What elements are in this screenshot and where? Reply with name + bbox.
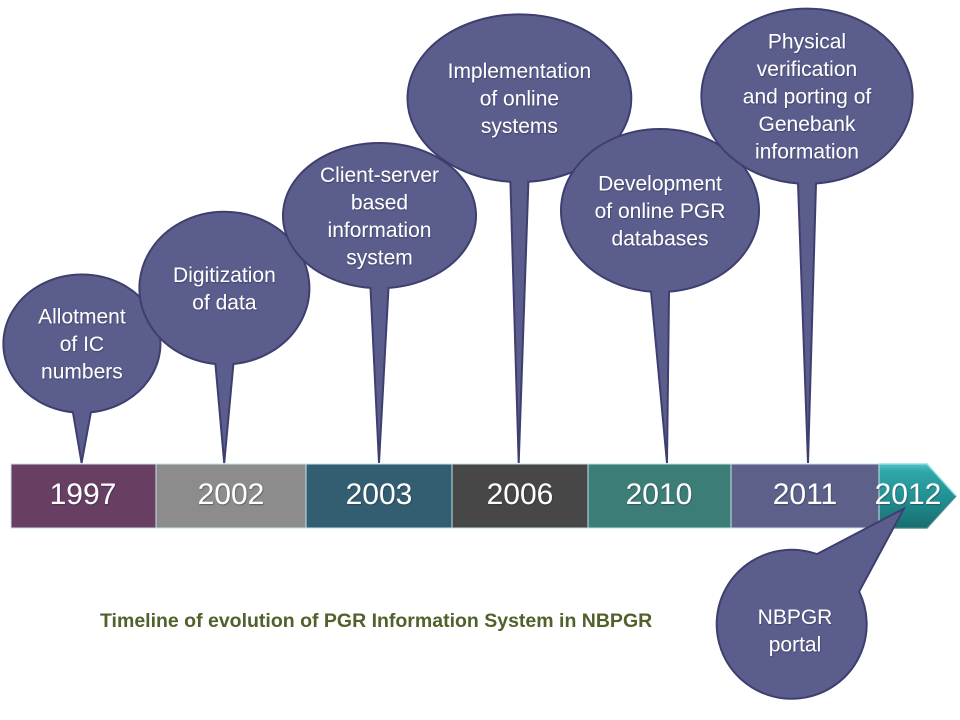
svg-text:Timeline of evolution of PGR: Timeline of evolution of PGR Information… [100,610,652,632]
svg-text:2010: 2010 [626,478,693,511]
svg-text:1997: 1997 [50,478,117,511]
svg-text:2002: 2002 [198,478,265,511]
svg-text:2012: 2012 [875,478,942,511]
svg-text:2011: 2011 [773,478,838,511]
svg-text:2003: 2003 [346,478,413,511]
svg-text:2006: 2006 [487,478,554,511]
